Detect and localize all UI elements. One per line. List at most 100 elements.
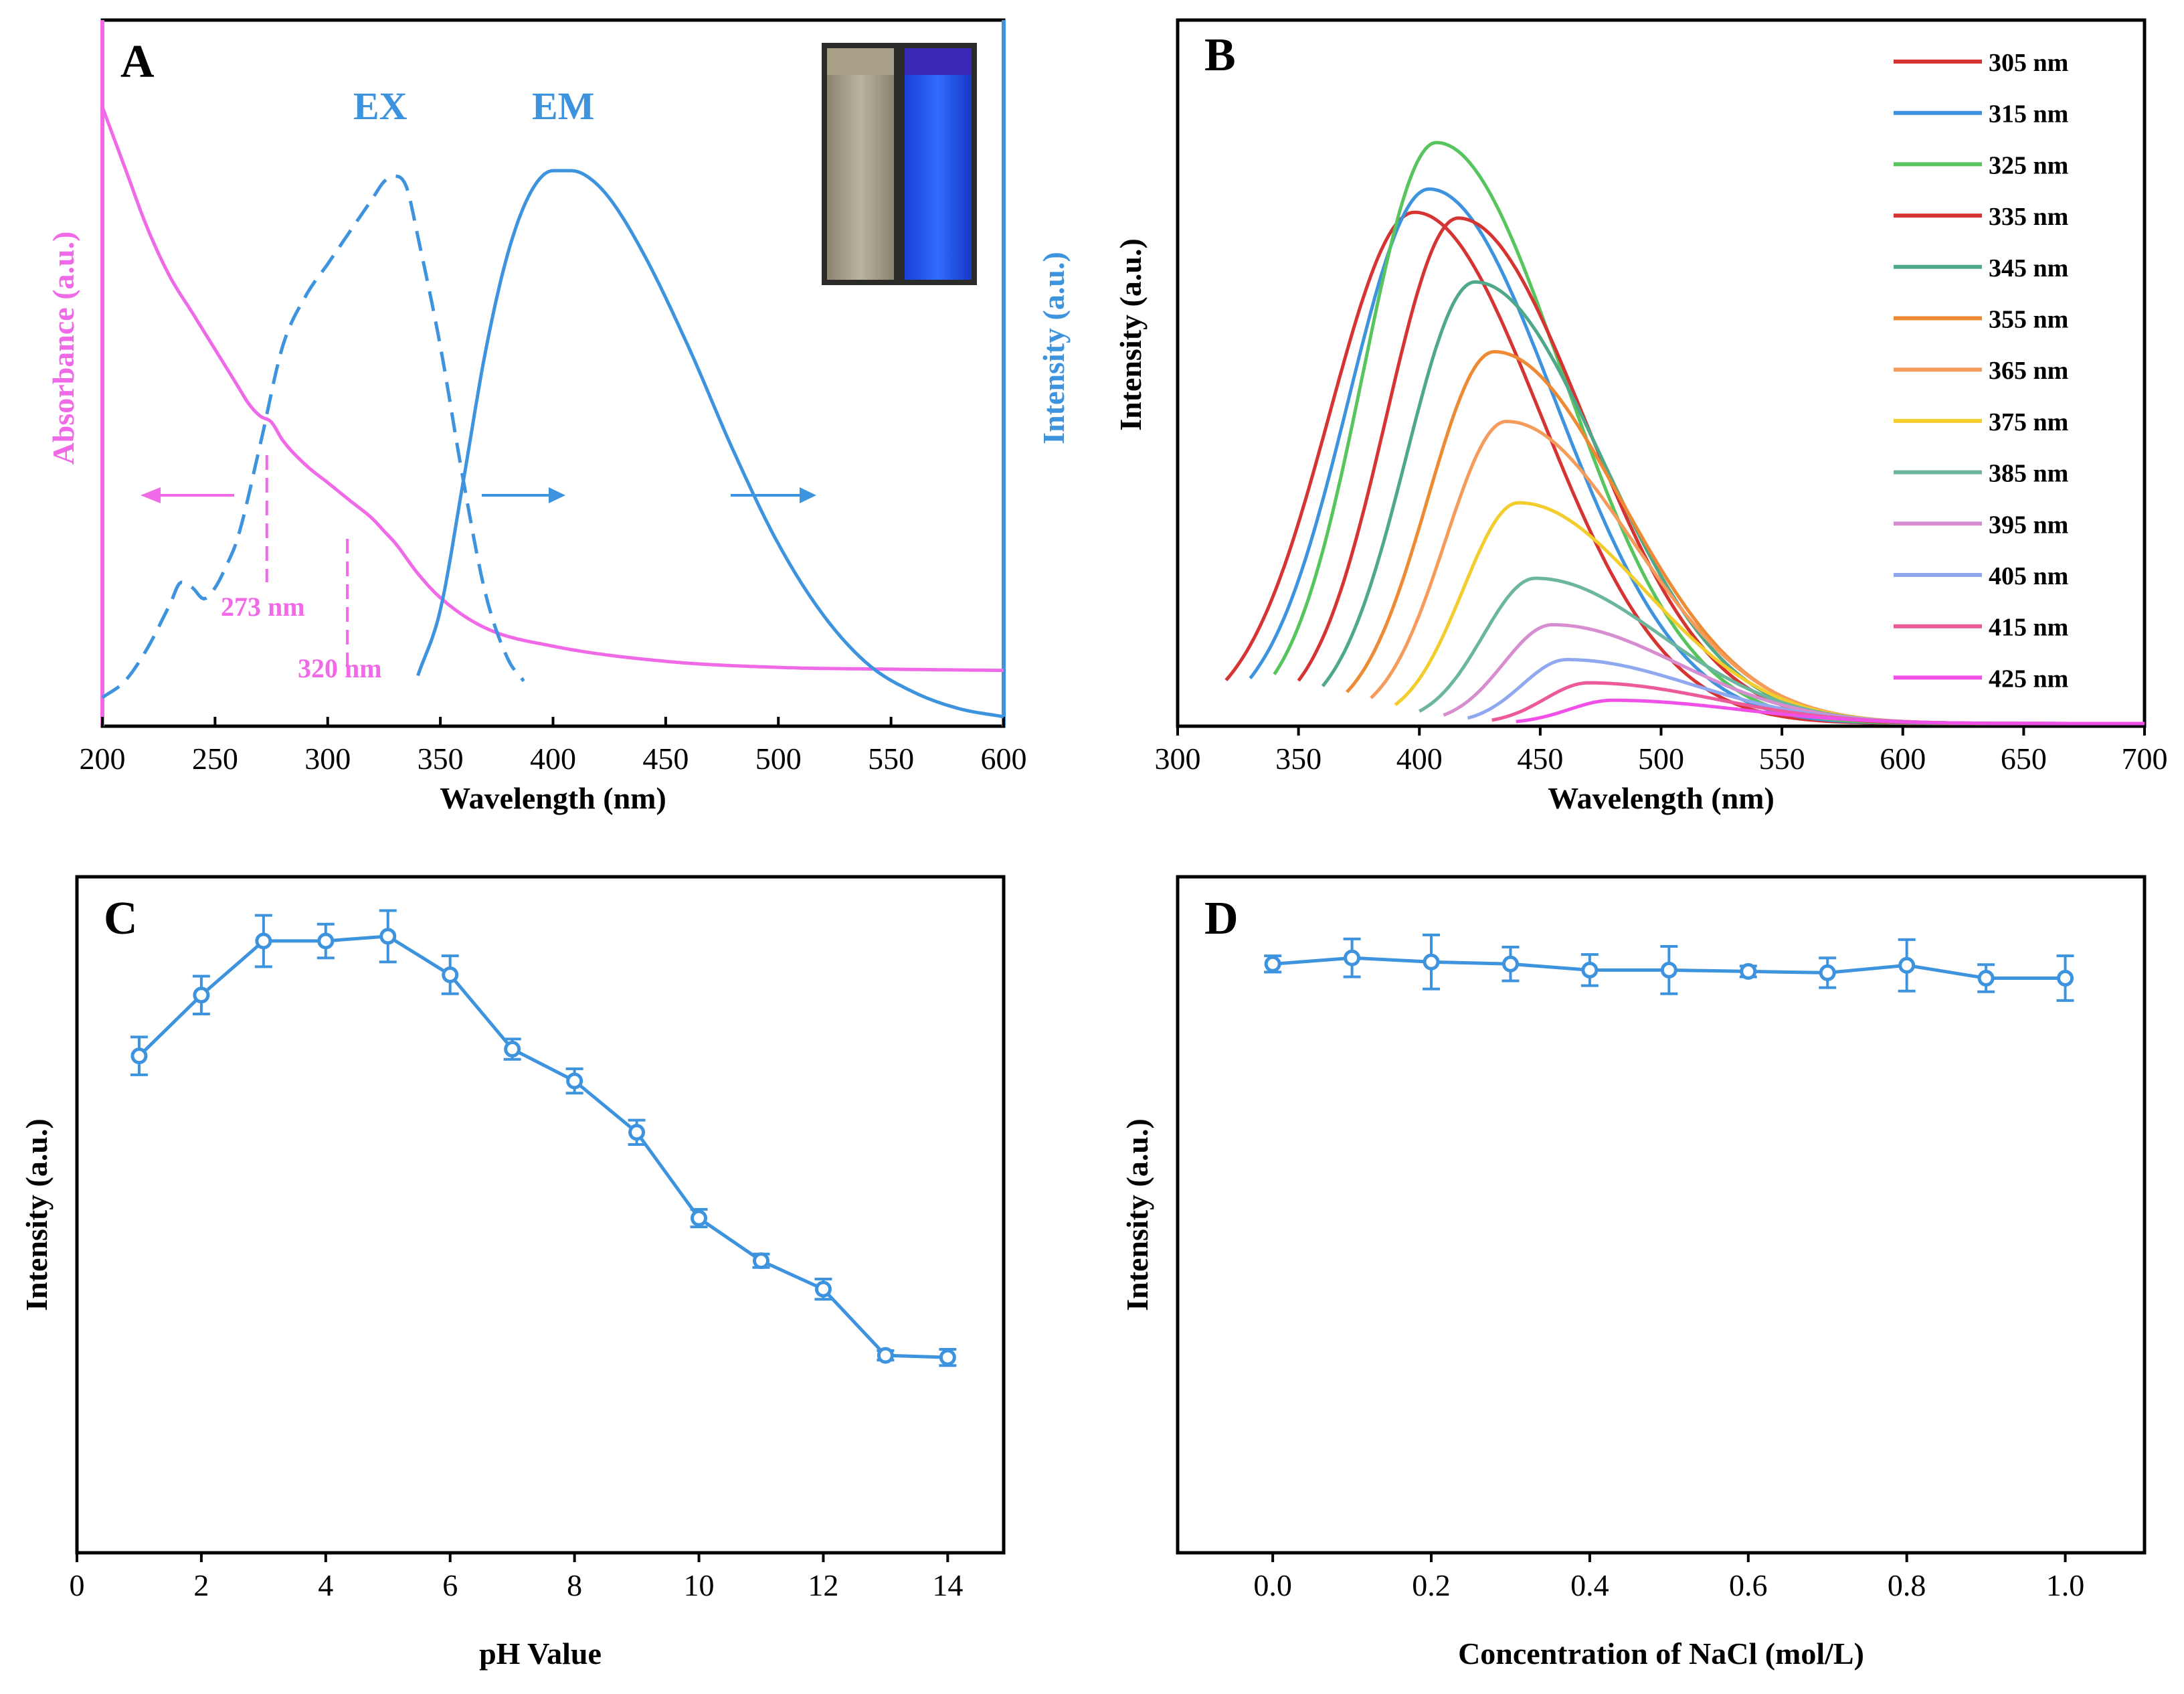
data-point [1264,955,1281,972]
panel-label-c: C [104,893,138,944]
legend-label: 415 nm [1989,614,2068,642]
x-tick-label: 500 [1638,742,1684,776]
x-axis-label: Concentration of NaCl (mol/L) [1458,1636,1864,1671]
legend-label: 405 nm [1989,562,2068,590]
y-axis-label-right: Intensity (a.u.) [1036,252,1071,444]
data-point [939,1349,956,1366]
plot-frame-d [1176,875,2147,1555]
legend-label: 315 nm [1989,100,2068,129]
x-tick-label: 2 [193,1568,209,1602]
legend-label: 355 nm [1989,306,2068,334]
x-tick-label: 500 [755,742,802,776]
data-point [877,1347,894,1364]
x-tick-label: 650 [2001,742,2047,776]
x-tick-label: 4 [318,1568,333,1602]
x-tick-label: 350 [418,742,464,776]
annotation-ex: EX [353,84,407,128]
legend-label: 365 nm [1989,357,2068,385]
data-point [814,1280,832,1298]
y-axis-label: Intensity (a.u.) [1120,1118,1154,1311]
legend-label: 325 nm [1989,151,2068,179]
data-point [255,932,272,950]
y-axis-label: Intensity (a.u.) [19,1118,54,1311]
series-em-line [416,169,1004,719]
legend-label: 375 nm [1989,408,2068,436]
data-point [1502,955,1519,972]
data-point [2057,970,2074,987]
x-tick-label: 0.2 [1412,1568,1451,1602]
x-axis-label: Wavelength (nm) [440,781,666,815]
x-tick-label: 400 [530,742,576,776]
x-tick-label: 700 [2122,742,2168,776]
data-point [1740,962,1757,980]
x-tick-label: 450 [1517,742,1563,776]
x-axis-label: Wavelength (nm) [1548,781,1774,815]
cuvette-uv [905,48,972,280]
data-point [193,987,210,1004]
panel-label-b: B [1204,29,1236,81]
cuvette-uv-cap [905,48,972,75]
panel-label-d: D [1204,893,1239,944]
cuvette-daylight-cap [827,48,894,75]
panel-label-a: A [120,36,155,88]
x-tick-label: 400 [1396,742,1443,776]
x-tick-label: 10 [684,1568,715,1602]
arrow-left-icon [141,487,161,503]
series-line [138,934,948,1359]
data-point [566,1072,583,1090]
x-tick-label: 300 [1155,742,1201,776]
cuvette-daylight [827,48,894,280]
x-tick-label: 6 [442,1568,458,1602]
x-tick-label: 550 [1759,742,1805,776]
series-line-385nm [1419,576,2145,726]
legend-label: 385 nm [1989,460,2068,488]
y-axis-label-left: Absorbance (a.u.) [46,232,80,465]
data-point [1819,964,1836,981]
x-tick-label: 0 [70,1568,85,1602]
data-point [1977,970,1995,987]
data-point [130,1047,148,1065]
data-point [1898,956,1916,974]
series-absorbance-line [100,106,1004,673]
data-point [628,1124,646,1141]
plot-frame-c [75,875,1006,1555]
data-point [317,932,335,950]
annotation-em: EM [532,84,594,128]
x-tick-label: 250 [192,742,238,776]
series-line-425nm [1516,698,2145,726]
x-tick-label: 8 [567,1568,582,1602]
legend-label: 305 nm [1989,49,2068,77]
data-point [1581,961,1599,979]
annotation-320nm: 320 nm [298,653,382,683]
legend-label: 335 nm [1989,203,2068,231]
series-line-345nm [1321,280,2145,726]
x-tick-label: 0.0 [1253,1568,1292,1602]
series-ex-line [101,174,525,699]
x-tick-label: 550 [868,742,914,776]
annotation-273nm: 273 nm [221,592,305,622]
x-tick-label: 450 [642,742,689,776]
x-tick-label: 600 [981,742,1027,776]
arrow-right-icon [800,487,816,503]
data-point [1344,949,1361,966]
data-point [442,966,459,983]
x-tick-label: 12 [808,1568,838,1602]
x-axis-label: pH Value [479,1636,602,1671]
x-tick-label: 350 [1275,742,1322,776]
x-tick-label: 300 [304,742,351,776]
data-point [504,1041,521,1058]
x-tick-label: 200 [80,742,126,776]
legend-label: 425 nm [1989,665,2068,693]
x-tick-label: 1.0 [2046,1568,2085,1602]
data-point [691,1209,708,1227]
data-point [1660,961,1677,979]
x-tick-label: 0.8 [1888,1568,1926,1602]
data-point [379,928,397,945]
x-tick-label: 0.6 [1729,1568,1768,1602]
legend-label: 345 nm [1989,254,2068,282]
data-point [1423,953,1440,970]
x-tick-label: 14 [932,1568,963,1602]
x-tick-label: 600 [1880,742,1926,776]
